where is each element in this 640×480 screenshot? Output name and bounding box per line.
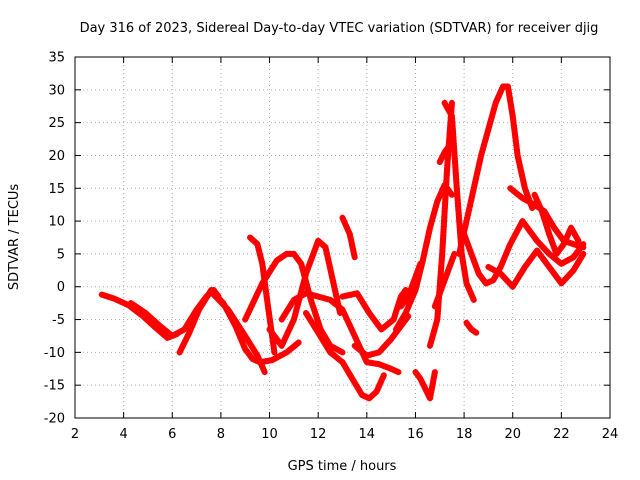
y-tick-label: -20 — [44, 412, 65, 427]
y-tick-label: -5 — [52, 313, 65, 328]
series-points — [485, 247, 585, 290]
series-arc9 — [303, 310, 387, 402]
series-arc24 — [436, 142, 453, 165]
y-axis-label: SDTVAR / TECUs — [7, 184, 22, 291]
series-points — [98, 291, 177, 341]
data-series — [98, 83, 587, 402]
x-tick-label: 4 — [119, 427, 127, 442]
y-tick-label: 0 — [57, 280, 65, 295]
series-points — [208, 289, 267, 373]
series-arc10 — [339, 214, 358, 261]
x-tick-label: 6 — [168, 427, 176, 442]
y-tick-label: 20 — [48, 149, 65, 164]
plot-frame — [74, 56, 611, 419]
y-tick-label: 25 — [48, 116, 65, 131]
x-tick-label: 8 — [217, 427, 225, 442]
series-arc19 — [485, 247, 587, 290]
series-points — [412, 369, 438, 402]
chart-title: Day 316 of 2023, Sidereal Day-to-day VTE… — [80, 21, 599, 36]
series-points — [339, 289, 408, 333]
series-points — [266, 237, 343, 349]
series-arc7 — [266, 237, 344, 349]
x-tick-label: 14 — [359, 427, 376, 442]
y-tick-label: 10 — [48, 215, 65, 230]
series-arc21 — [531, 191, 582, 257]
x-axis-ticks: 2 4 6 8 10 12 14 16 18 20 22 24 — [71, 57, 618, 442]
series-arc14 — [412, 369, 438, 402]
y-tick-label: 35 — [48, 51, 65, 66]
x-tick-label: 20 — [504, 427, 521, 442]
y-axis-ticks: -20 -15 -10 -5 0 5 10 15 20 25 30 35 — [44, 51, 610, 427]
series-points — [431, 253, 457, 310]
series-arc22 — [463, 319, 480, 336]
series-points — [393, 182, 454, 333]
series-arc23 — [397, 260, 424, 310]
x-tick-label: 2 — [71, 427, 79, 442]
series-points — [436, 144, 451, 165]
series-points — [463, 319, 477, 334]
series-arc17 — [456, 83, 536, 257]
series-arc5 — [208, 289, 268, 376]
series-arc18 — [461, 218, 587, 287]
series-points — [531, 191, 580, 257]
x-tick-label: 12 — [310, 427, 327, 442]
y-tick-label: -15 — [44, 379, 65, 394]
series-points — [456, 83, 535, 257]
series-points — [397, 263, 423, 310]
series-points — [303, 310, 386, 402]
x-tick-label: 24 — [602, 427, 619, 442]
y-tick-label: -10 — [44, 346, 65, 361]
x-tick-label: 16 — [407, 427, 424, 442]
x-axis-label: GPS time / hours — [288, 459, 397, 474]
series-points — [441, 99, 476, 301]
series-arc16 — [441, 99, 477, 303]
series-points — [339, 214, 358, 258]
series-arc11 — [339, 287, 409, 333]
x-tick-label: 10 — [261, 427, 278, 442]
series-arc8 — [278, 290, 402, 376]
x-tick-label: 18 — [456, 427, 473, 442]
y-tick-label: 15 — [48, 182, 65, 197]
series-arc4 — [247, 234, 278, 356]
series-arc1 — [98, 291, 181, 341]
series-arc20 — [507, 185, 587, 251]
y-tick-label: 5 — [57, 247, 65, 262]
series-arc25 — [431, 250, 458, 310]
y-tick-label: 30 — [48, 83, 65, 98]
x-tick-label: 22 — [553, 427, 570, 442]
